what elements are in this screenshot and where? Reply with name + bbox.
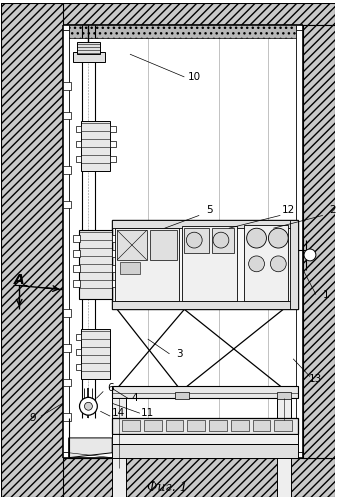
Bar — [122, 420, 140, 431]
Circle shape — [304, 249, 316, 261]
Text: 13: 13 — [309, 374, 323, 384]
Text: Фиг. 1: Фиг. 1 — [147, 481, 188, 494]
Bar — [110, 156, 116, 162]
Bar — [75, 126, 82, 132]
Bar — [112, 444, 298, 458]
Circle shape — [80, 398, 97, 415]
Text: 14: 14 — [112, 408, 125, 418]
Bar — [231, 420, 249, 431]
Bar — [277, 392, 291, 400]
Bar — [63, 310, 71, 318]
Bar — [303, 24, 335, 458]
Bar — [112, 280, 119, 286]
Bar — [112, 302, 298, 310]
Circle shape — [249, 256, 265, 272]
Bar — [209, 420, 227, 431]
Bar — [277, 398, 291, 500]
Text: 5: 5 — [206, 206, 212, 216]
Bar — [63, 82, 71, 90]
Bar — [72, 265, 80, 272]
Bar — [274, 420, 292, 431]
Bar — [112, 220, 298, 310]
Bar — [81, 329, 110, 378]
Text: 9: 9 — [30, 413, 36, 423]
Bar — [81, 122, 110, 171]
Text: 10: 10 — [188, 72, 201, 82]
Bar — [115, 228, 179, 302]
Bar — [75, 156, 82, 162]
Bar — [63, 378, 71, 386]
Bar — [69, 24, 296, 38]
Text: А: А — [14, 272, 25, 286]
Bar — [165, 420, 183, 431]
Circle shape — [270, 256, 286, 272]
Bar — [1, 458, 335, 497]
Circle shape — [213, 232, 229, 248]
Bar — [72, 250, 80, 257]
Circle shape — [247, 228, 267, 248]
Bar — [75, 349, 82, 355]
Bar — [182, 226, 237, 302]
Bar — [63, 166, 71, 174]
Bar — [1, 3, 63, 497]
Bar — [63, 200, 71, 208]
Bar — [63, 24, 303, 458]
Bar — [212, 228, 234, 253]
Bar — [110, 126, 116, 132]
Bar — [112, 220, 298, 228]
Polygon shape — [69, 438, 112, 458]
Bar — [76, 42, 100, 54]
Circle shape — [268, 228, 288, 248]
Text: 3: 3 — [176, 349, 183, 359]
Text: 11: 11 — [141, 408, 154, 418]
Bar — [1, 3, 335, 24]
Bar — [72, 52, 105, 62]
Text: 1: 1 — [323, 290, 329, 300]
Bar — [63, 413, 71, 421]
Bar — [110, 141, 116, 147]
Bar — [72, 280, 80, 286]
Bar — [176, 392, 189, 400]
Bar — [290, 220, 298, 310]
Bar — [75, 141, 82, 147]
Bar — [79, 230, 112, 300]
Bar — [144, 420, 162, 431]
Bar — [63, 344, 71, 352]
Bar — [75, 334, 82, 340]
Bar — [244, 226, 288, 302]
Circle shape — [186, 232, 202, 248]
Bar — [112, 434, 298, 444]
Bar — [184, 228, 209, 253]
Bar — [112, 398, 126, 500]
Bar — [75, 364, 82, 370]
Bar — [112, 386, 298, 398]
Bar — [253, 420, 270, 431]
Bar — [63, 112, 71, 120]
Circle shape — [85, 402, 92, 410]
Bar — [117, 230, 147, 260]
Text: 12: 12 — [282, 206, 295, 216]
Bar — [112, 235, 119, 242]
Bar — [120, 262, 140, 274]
Text: 2: 2 — [329, 206, 336, 216]
Text: 4: 4 — [131, 394, 138, 404]
Bar — [112, 265, 119, 272]
Text: 6: 6 — [107, 384, 114, 394]
Bar — [150, 230, 177, 260]
Bar — [72, 235, 80, 242]
Bar — [187, 420, 205, 431]
Bar — [112, 418, 298, 434]
Bar — [112, 250, 119, 257]
